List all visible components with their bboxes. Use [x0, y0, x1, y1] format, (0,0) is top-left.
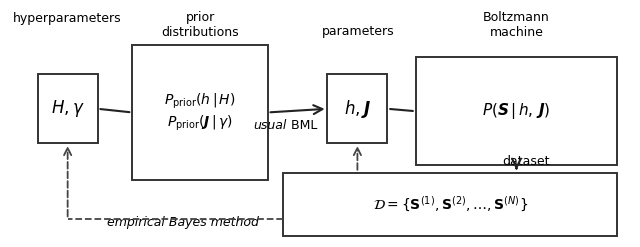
- Text: $H, \gamma$: $H, \gamma$: [51, 98, 84, 119]
- Text: $P_{\mathrm{prior}}(h\,|\,H)$
$P_{\mathrm{prior}}(\boldsymbol{J}\,|\,\gamma)$: $P_{\mathrm{prior}}(h\,|\,H)$ $P_{\mathr…: [164, 92, 236, 133]
- FancyBboxPatch shape: [284, 173, 617, 236]
- FancyBboxPatch shape: [38, 74, 97, 143]
- Text: $h, \boldsymbol{J}$: $h, \boldsymbol{J}$: [344, 98, 371, 120]
- Text: prior
distributions: prior distributions: [161, 11, 239, 39]
- FancyBboxPatch shape: [328, 74, 387, 143]
- Text: empirical Bayes method: empirical Bayes method: [107, 216, 259, 229]
- Text: $P(\boldsymbol{S}\,|\,h,\,\boldsymbol{J})$: $P(\boldsymbol{S}\,|\,h,\,\boldsymbol{J}…: [483, 101, 550, 121]
- Text: parameters: parameters: [321, 25, 394, 38]
- Text: Boltzmann
machine: Boltzmann machine: [483, 11, 550, 39]
- Text: BML: BML: [287, 120, 317, 132]
- Text: hyperparameters: hyperparameters: [13, 12, 122, 25]
- Text: $\mathcal{D} = \{\mathbf{S}^{(1)}, \mathbf{S}^{(2)}, \ldots, \mathbf{S}^{(N)}\}$: $\mathcal{D} = \{\mathbf{S}^{(1)}, \math…: [372, 195, 528, 214]
- FancyBboxPatch shape: [416, 57, 617, 165]
- FancyBboxPatch shape: [132, 45, 268, 180]
- Text: usual: usual: [253, 120, 287, 132]
- Text: dataset: dataset: [502, 155, 550, 168]
